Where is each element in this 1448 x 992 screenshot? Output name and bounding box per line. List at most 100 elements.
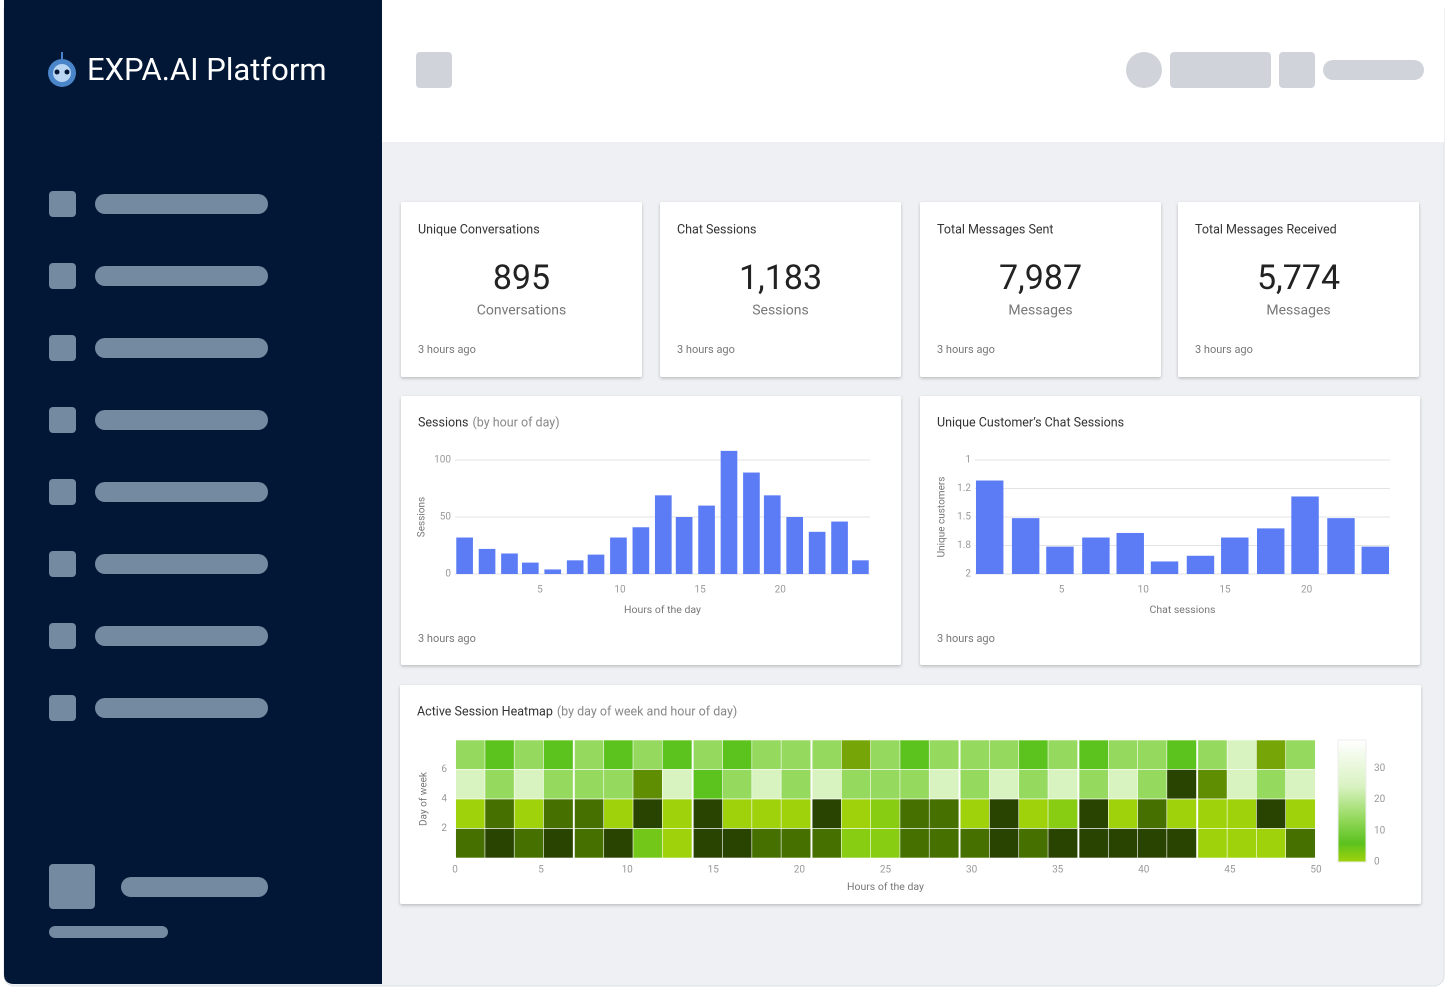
nav-label-placeholder xyxy=(95,626,268,646)
nav-label-placeholder xyxy=(95,338,268,358)
avatar-placeholder[interactable] xyxy=(1126,52,1162,88)
heatmap-cell xyxy=(513,798,545,829)
heatmap-cell xyxy=(841,798,872,829)
heatmap-cell xyxy=(603,828,634,859)
heatmap-cell xyxy=(751,739,782,770)
heatmap-cell xyxy=(603,739,634,770)
heatmap-cell xyxy=(1047,798,1079,829)
heatmap-cell xyxy=(811,828,843,859)
heatmap-cell xyxy=(1166,798,1197,829)
y-tick-label: 2 xyxy=(441,823,447,834)
heatmap-cell xyxy=(632,739,664,770)
nav-label-placeholder xyxy=(95,482,268,502)
x-tick-label: 20 xyxy=(775,585,787,596)
card-updated: 3 hours ago xyxy=(937,343,995,356)
heatmap-cell xyxy=(811,798,843,829)
text-placeholder xyxy=(1323,60,1424,80)
stat-card xyxy=(920,202,1161,377)
heatmap-cell xyxy=(751,769,782,800)
heatmap-cell xyxy=(603,769,634,800)
heatmap-cell xyxy=(1285,769,1316,800)
bar xyxy=(501,553,518,574)
heatmap-cell xyxy=(543,828,574,859)
heatmap-cell xyxy=(1018,798,1049,829)
bar xyxy=(478,548,496,574)
x-tick-label: 5 xyxy=(538,865,544,876)
heatmap-cell xyxy=(692,769,724,800)
y-tick-label: 100 xyxy=(434,455,451,466)
chart-footer: 3 hours ago xyxy=(418,632,476,645)
heatmap-cell xyxy=(1256,798,1287,829)
heatmap-cell xyxy=(928,828,960,859)
x-tick-label: 20 xyxy=(794,865,806,876)
heatmap-cell xyxy=(1197,828,1228,859)
card-value: 5,774 xyxy=(1257,258,1340,298)
button-placeholder[interactable] xyxy=(1279,52,1315,88)
heatmap-cell xyxy=(1107,739,1139,770)
heatmap-cell xyxy=(1256,769,1287,800)
stat-card xyxy=(1178,202,1419,377)
heatmap-cell xyxy=(780,739,812,770)
bar xyxy=(1082,537,1110,574)
bar xyxy=(1046,546,1074,574)
x-tick-label: 25 xyxy=(880,865,892,876)
colorbar-tick-label: 20 xyxy=(1374,794,1386,805)
heatmap-cell xyxy=(574,739,605,770)
bar xyxy=(587,554,605,574)
heatmap-cell xyxy=(484,739,515,770)
card-unit: Sessions xyxy=(752,303,809,319)
heatmap-cell xyxy=(1137,769,1168,800)
heatmap-cell xyxy=(1107,798,1139,829)
heatmap-cell xyxy=(692,798,724,829)
heatmap-cell xyxy=(989,828,1020,859)
y-axis-label: Sessions xyxy=(417,497,428,537)
y-tick-label: 2 xyxy=(965,569,971,580)
bar xyxy=(786,517,804,574)
bar xyxy=(743,472,760,574)
heatmap-cell xyxy=(692,828,724,859)
x-axis-label: Hours of the day xyxy=(624,603,701,616)
bar xyxy=(975,480,1004,574)
y-tick-label: 6 xyxy=(441,764,447,775)
heatmap-cell xyxy=(751,828,782,859)
x-tick-label: 15 xyxy=(708,865,720,876)
menu-button[interactable] xyxy=(416,52,452,88)
nav-icon-placeholder xyxy=(49,191,76,217)
y-tick-label: 1.5 xyxy=(957,512,971,523)
heatmap-cell xyxy=(841,739,872,770)
nav-label-placeholder xyxy=(95,554,268,574)
bar xyxy=(852,560,869,574)
nav-icon-placeholder xyxy=(49,407,76,433)
nav-placeholders xyxy=(49,191,268,721)
x-axis-label: Chat sessions xyxy=(1150,603,1216,616)
nav-label-placeholder xyxy=(95,410,268,430)
heatmap-cell xyxy=(1197,798,1228,829)
heatmap-cell xyxy=(1078,828,1110,859)
card-unit: Conversations xyxy=(477,303,566,319)
chart-card xyxy=(401,396,901,665)
heatmap-cell xyxy=(661,798,693,829)
bar xyxy=(1361,546,1390,574)
heatmap-cell xyxy=(1137,739,1168,770)
x-tick-label: 10 xyxy=(1138,585,1150,596)
heatmap-cell xyxy=(959,739,991,770)
heatmap-cell xyxy=(1018,739,1049,770)
heatmap-cell xyxy=(1047,739,1079,770)
bar xyxy=(808,531,826,574)
card-updated: 3 hours ago xyxy=(418,343,476,356)
x-tick-label: 20 xyxy=(1301,585,1313,596)
button-placeholder[interactable] xyxy=(1170,52,1271,88)
heatmap-cell xyxy=(1226,739,1258,770)
heatmap-cell xyxy=(841,828,872,859)
x-tick-label: 15 xyxy=(1219,585,1231,596)
chart-subtitle: (by day of week and hour of day) xyxy=(557,704,737,719)
chart-subtitle: (by hour of day) xyxy=(472,415,559,430)
heatmap-cell xyxy=(811,769,843,800)
heatmap-cell xyxy=(513,739,545,770)
heatmap-cell xyxy=(513,828,545,859)
card-title: Total Messages Received xyxy=(1195,222,1337,237)
heatmap-cell xyxy=(1256,739,1287,770)
bar xyxy=(1291,496,1319,574)
x-axis-label: Hours of the day xyxy=(847,880,924,893)
